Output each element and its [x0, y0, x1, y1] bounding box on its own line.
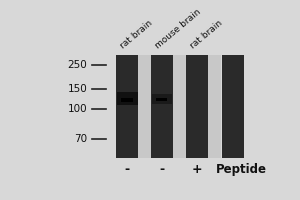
Bar [116, 92, 137, 105]
Text: Peptide: Peptide [215, 163, 266, 176]
Bar [156, 98, 167, 101]
Text: rat brain: rat brain [189, 19, 224, 51]
Text: 70: 70 [74, 134, 88, 144]
Bar [173, 55, 186, 158]
Bar [116, 55, 138, 158]
Text: rat brain: rat brain [119, 19, 155, 51]
Bar [121, 98, 133, 102]
Text: -: - [124, 163, 130, 176]
Bar [208, 55, 220, 158]
Text: -: - [159, 163, 164, 176]
Text: +: + [191, 163, 202, 176]
Bar [222, 55, 244, 158]
Bar [152, 94, 172, 104]
Text: mouse brain: mouse brain [154, 8, 203, 51]
Bar [186, 55, 208, 158]
Bar [151, 55, 173, 158]
Bar [138, 55, 151, 158]
Text: 150: 150 [68, 84, 88, 94]
Text: 100: 100 [68, 104, 88, 114]
Text: 250: 250 [68, 60, 88, 70]
